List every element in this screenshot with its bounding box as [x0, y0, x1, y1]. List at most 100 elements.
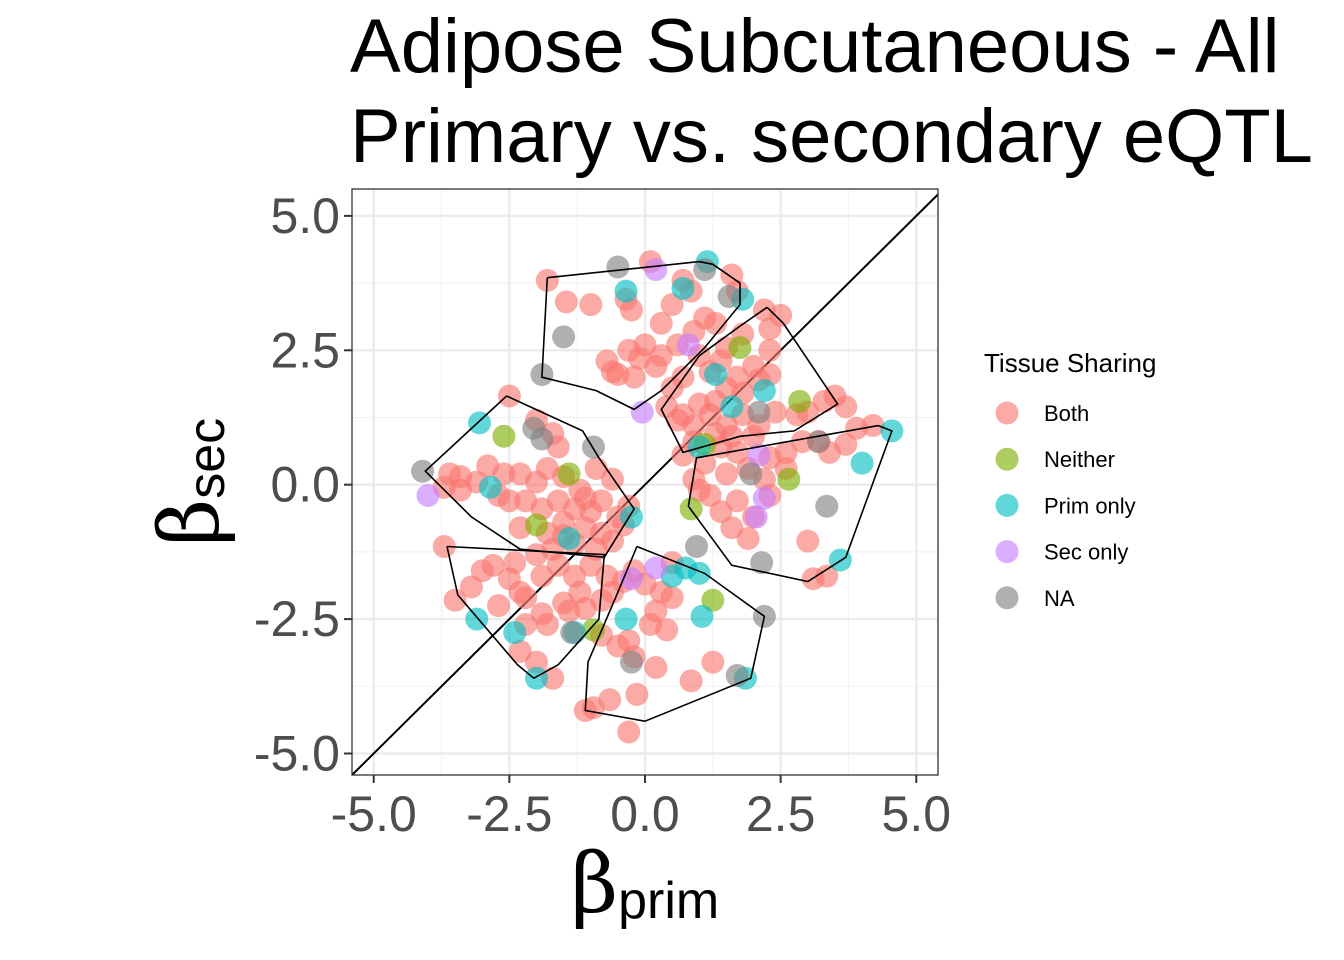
point-both [554, 290, 578, 314]
point-both [649, 311, 673, 335]
point-sec-only [747, 443, 771, 467]
reference-line [351, 193, 939, 776]
point-both [524, 543, 548, 567]
point-na [581, 435, 605, 459]
point-prim-only [524, 666, 548, 690]
point-both [579, 293, 603, 317]
point-both [701, 650, 725, 674]
point-sec-only [752, 486, 776, 510]
hull-1 [541, 260, 741, 411]
point-both [709, 500, 733, 524]
point-both [546, 553, 570, 577]
x-axis-ticks: -5.0 -2.5 0.0 2.5 5.0 [331, 775, 951, 842]
hull-layer [424, 260, 893, 723]
point-both [514, 586, 538, 610]
point-neither [492, 424, 516, 448]
legend-entries: Both Neither Prim only Sec only NA [995, 401, 1136, 611]
hull-5 [446, 545, 606, 680]
point-both [679, 669, 703, 693]
y-tick-label: -2.5 [254, 591, 340, 647]
point-both [796, 529, 820, 553]
point-both [535, 612, 559, 636]
point-both [655, 618, 679, 642]
point-prim-only [752, 379, 776, 403]
y-tick-label: 2.5 [270, 322, 340, 378]
point-prim-only [468, 411, 492, 435]
point-both [628, 346, 652, 370]
point-both [470, 559, 494, 583]
point-both [687, 478, 711, 502]
point-prim-only [614, 607, 638, 631]
legend-label-prim-only: Prim only [1044, 493, 1136, 518]
point-both [487, 594, 510, 618]
legend-key-sec-only [995, 540, 1019, 564]
legend-key-prim-only [995, 493, 1019, 517]
point-both [736, 526, 760, 550]
point-both [606, 634, 630, 658]
points-layer [411, 250, 904, 744]
x-axis-label-symbol: β [571, 837, 618, 932]
point-both [573, 486, 597, 510]
x-tick-label: 5.0 [882, 786, 952, 842]
x-tick-label: 0.0 [610, 786, 680, 842]
y-axis-label-symbol: β [143, 499, 238, 546]
point-sec-only [644, 556, 668, 580]
point-both [815, 564, 839, 588]
hull-3 [687, 424, 893, 583]
point-neither [524, 513, 548, 537]
point-sec-only [644, 258, 668, 282]
point-both [742, 424, 766, 448]
y-axis-label: βsec [143, 418, 238, 546]
chart-title-line2: Primary vs. secondary eQTL [350, 94, 1313, 179]
point-both [497, 489, 521, 513]
point-both [514, 489, 538, 513]
point-both [644, 655, 668, 679]
point-na [750, 551, 774, 575]
point-neither [557, 462, 581, 486]
x-tick-label: 2.5 [746, 786, 816, 842]
point-both [606, 362, 630, 386]
point-both [459, 575, 483, 599]
point-prim-only [720, 395, 744, 419]
point-neither [728, 336, 752, 360]
legend: Tissue Sharing Both Neither Prim only Sec o… [984, 348, 1156, 611]
point-sec-only [744, 505, 768, 529]
legend-label-na: NA [1044, 586, 1075, 611]
point-prim-only [478, 475, 502, 499]
point-both [600, 467, 624, 491]
point-both [508, 639, 532, 663]
point-neither [777, 467, 801, 491]
point-both [682, 414, 706, 438]
point-both [625, 682, 649, 706]
point-both [619, 298, 643, 322]
point-both [530, 564, 554, 588]
point-both [720, 516, 744, 540]
point-na [807, 430, 831, 454]
point-na [411, 459, 435, 483]
point-both [660, 586, 684, 610]
legend-label-both: Both [1044, 401, 1089, 426]
point-na [606, 255, 630, 279]
point-prim-only [614, 279, 638, 303]
point-prim-only [671, 276, 695, 300]
point-both [432, 535, 456, 559]
y-tick-label: 5.0 [270, 188, 340, 244]
point-prim-only [557, 526, 581, 550]
point-prim-only [850, 451, 874, 475]
point-both [790, 430, 814, 454]
point-both [758, 317, 782, 341]
y-tick-label: 0.0 [270, 457, 340, 513]
y-axis-label-subscript: sec [178, 418, 236, 499]
point-na [560, 621, 584, 645]
legend-key-both [995, 401, 1019, 425]
point-both [763, 400, 787, 424]
hull-2 [660, 306, 839, 454]
point-both [497, 567, 521, 591]
point-na [552, 325, 576, 349]
point-both [834, 395, 858, 419]
point-neither [788, 389, 812, 413]
point-na [815, 494, 839, 518]
point-both [443, 588, 467, 612]
point-sec-only [416, 483, 440, 507]
legend-label-sec-only: Sec only [1044, 540, 1128, 565]
